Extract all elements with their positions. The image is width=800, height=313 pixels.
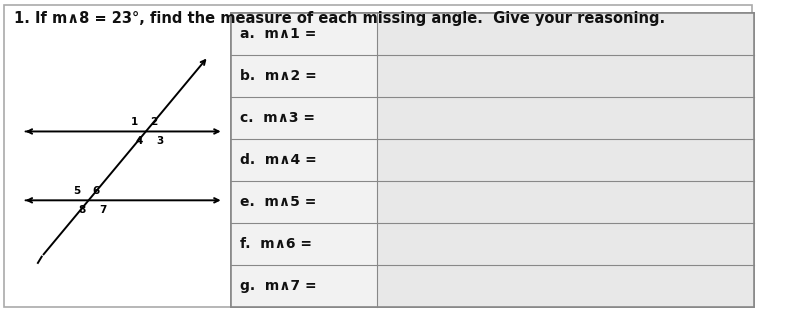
FancyBboxPatch shape xyxy=(378,223,754,265)
Text: 1. If m∧8 = 23°, find the measure of each missing angle.  Give your reasoning.: 1. If m∧8 = 23°, find the measure of eac… xyxy=(14,11,665,26)
FancyBboxPatch shape xyxy=(231,139,378,181)
Text: a.  m∧1 =: a. m∧1 = xyxy=(240,27,317,41)
FancyBboxPatch shape xyxy=(4,5,753,307)
FancyBboxPatch shape xyxy=(378,54,754,97)
FancyBboxPatch shape xyxy=(378,265,754,307)
Text: b.  m∧2 =: b. m∧2 = xyxy=(240,69,317,83)
Text: 3: 3 xyxy=(157,136,164,146)
FancyBboxPatch shape xyxy=(231,13,378,54)
FancyBboxPatch shape xyxy=(231,223,378,265)
Text: 2: 2 xyxy=(150,117,158,127)
FancyBboxPatch shape xyxy=(378,139,754,181)
FancyBboxPatch shape xyxy=(231,97,378,139)
Text: 7: 7 xyxy=(99,205,107,215)
Text: g.  m∧7 =: g. m∧7 = xyxy=(240,279,317,293)
FancyBboxPatch shape xyxy=(231,181,378,223)
Text: 8: 8 xyxy=(78,205,86,215)
Text: c.  m∧3 =: c. m∧3 = xyxy=(240,110,315,125)
FancyBboxPatch shape xyxy=(231,54,378,97)
FancyBboxPatch shape xyxy=(378,13,754,54)
FancyBboxPatch shape xyxy=(378,97,754,139)
Text: d.  m∧4 =: d. m∧4 = xyxy=(240,153,317,167)
Text: 4: 4 xyxy=(136,136,143,146)
FancyBboxPatch shape xyxy=(231,13,754,307)
Text: 6: 6 xyxy=(93,186,100,196)
Text: f.  m∧6 =: f. m∧6 = xyxy=(240,237,312,251)
Text: e.  m∧5 =: e. m∧5 = xyxy=(240,195,317,209)
Text: 5: 5 xyxy=(73,186,80,196)
Text: 1: 1 xyxy=(130,117,138,127)
FancyBboxPatch shape xyxy=(378,181,754,223)
FancyBboxPatch shape xyxy=(231,265,378,307)
